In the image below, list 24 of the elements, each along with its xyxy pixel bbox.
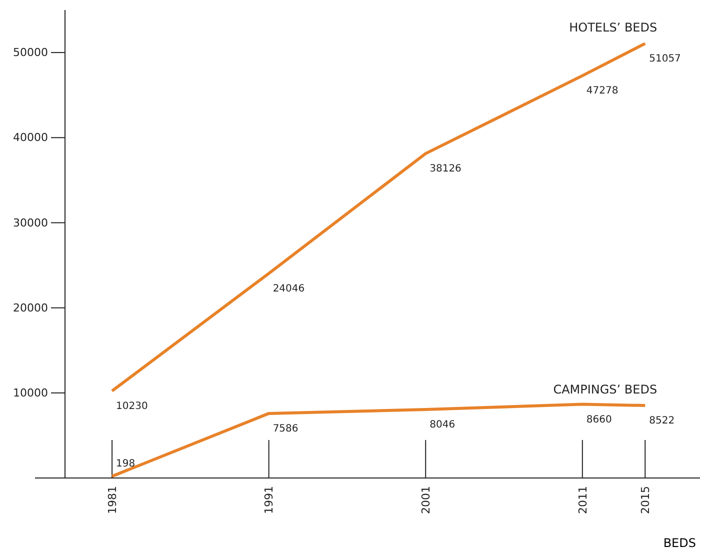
data-label: 24046 xyxy=(272,283,305,294)
data-label: 51057 xyxy=(649,54,681,65)
series-label: HOTELS’ BEDS xyxy=(569,20,658,35)
data-label: 8046 xyxy=(430,420,456,431)
x-tick-label: 2001 xyxy=(419,486,432,514)
series-label: CAMPINGS’ BEDS xyxy=(553,382,658,396)
x-tick-label: 2011 xyxy=(576,486,590,514)
line-series xyxy=(110,402,647,478)
y-tick-label: 40000 xyxy=(13,131,48,144)
data-label: 198 xyxy=(116,458,136,470)
data-label: 38126 xyxy=(430,164,462,175)
y-tick-label: 10000 xyxy=(13,386,48,400)
data-label: 7586 xyxy=(272,423,298,434)
x-tick-label: 1991 xyxy=(262,486,276,514)
x-axis-title: BEDS xyxy=(663,536,696,550)
data-label: 47278 xyxy=(586,86,618,97)
data-label: 10230 xyxy=(116,400,148,412)
y-tick-label: 20000 xyxy=(13,301,48,314)
x-tick-label: 2015 xyxy=(638,486,652,514)
y-tick-label: 50000 xyxy=(13,46,48,60)
y-tick-label: 30000 xyxy=(13,216,48,230)
data-label: 8660 xyxy=(586,414,612,426)
data-label: 8522 xyxy=(649,415,675,426)
x-tick-label: 1981 xyxy=(106,486,119,514)
